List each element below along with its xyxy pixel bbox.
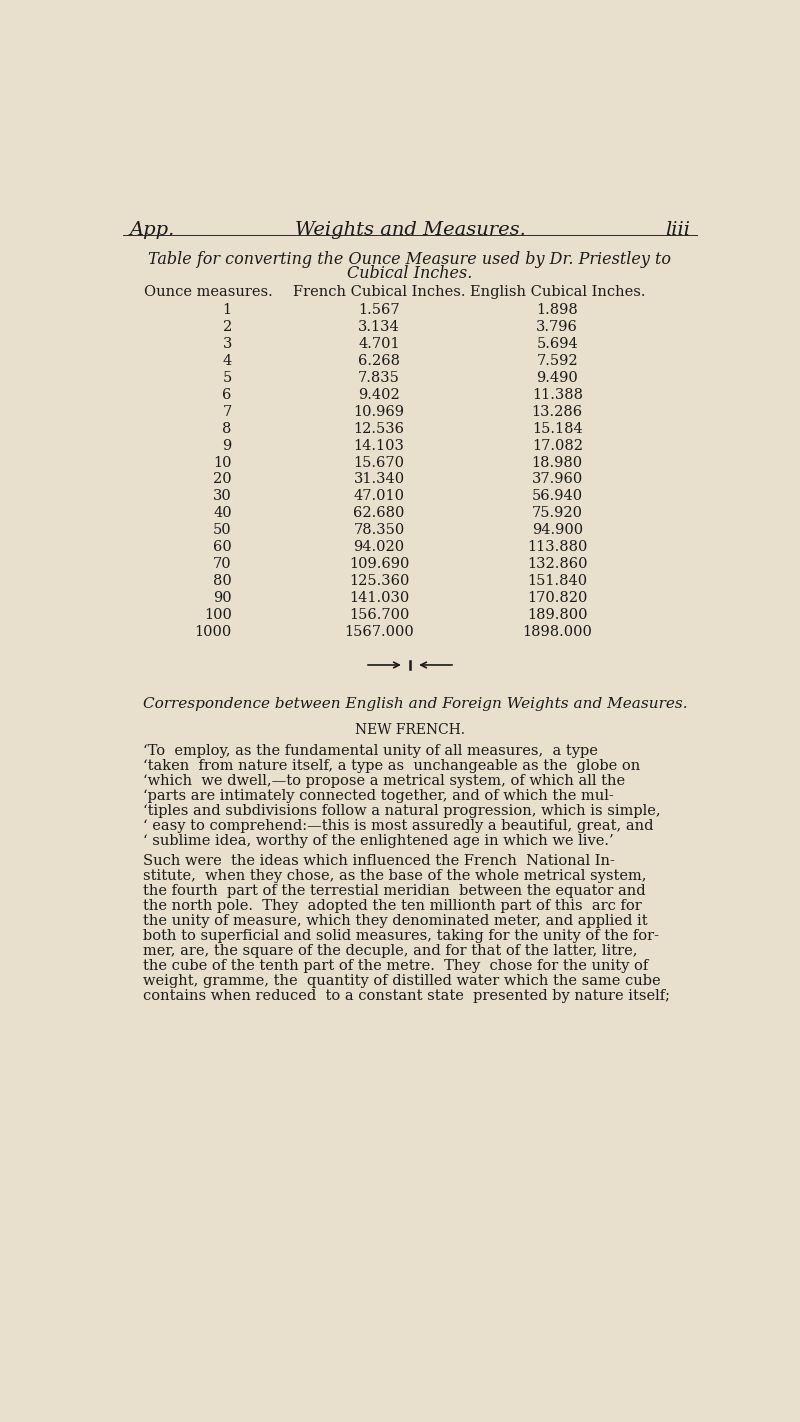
Text: 8: 8	[222, 422, 232, 435]
Text: 14.103: 14.103	[354, 438, 405, 452]
Text: 6: 6	[222, 388, 232, 402]
Text: 50: 50	[213, 523, 232, 538]
Text: the unity of measure, which they denominated meter, and applied it: the unity of measure, which they denomin…	[142, 914, 647, 929]
Text: 17.082: 17.082	[532, 438, 582, 452]
Text: 7.592: 7.592	[537, 354, 578, 368]
Text: 56.940: 56.940	[532, 489, 583, 503]
Text: 40: 40	[213, 506, 232, 520]
Text: 189.800: 189.800	[527, 609, 587, 621]
Text: 78.350: 78.350	[354, 523, 405, 538]
Text: French Cubical Inches.: French Cubical Inches.	[293, 284, 466, 299]
Text: ‘ easy to comprehend:—this is most assuredly a beautiful, great, and: ‘ easy to comprehend:—this is most assur…	[142, 819, 653, 833]
Text: 7.835: 7.835	[358, 371, 400, 385]
Text: 80: 80	[213, 574, 232, 589]
Text: 15.670: 15.670	[354, 455, 405, 469]
Text: 15.184: 15.184	[532, 422, 582, 435]
Text: App.: App.	[130, 220, 175, 239]
Text: the cube of the tenth part of the metre.  They  chose for the unity of: the cube of the tenth part of the metre.…	[142, 958, 648, 973]
Text: 70: 70	[213, 557, 232, 572]
Text: 1898.000: 1898.000	[522, 624, 592, 638]
Text: 60: 60	[213, 540, 232, 555]
Text: 109.690: 109.690	[349, 557, 409, 572]
Text: the north pole.  They  adopted the ten millionth part of this  arc for: the north pole. They adopted the ten mil…	[142, 899, 642, 913]
Text: the fourth  part of the terrestial meridian  between the equator and: the fourth part of the terrestial meridi…	[142, 884, 646, 899]
Text: 31.340: 31.340	[354, 472, 405, 486]
Text: 1: 1	[222, 303, 232, 317]
Text: Such were  the ideas which influenced the French  National In-: Such were the ideas which influenced the…	[142, 855, 614, 867]
Text: 1000: 1000	[194, 624, 232, 638]
Text: 90: 90	[213, 592, 232, 604]
Text: 5: 5	[222, 371, 232, 385]
Text: 170.820: 170.820	[527, 592, 587, 604]
Text: 20: 20	[213, 472, 232, 486]
Text: Correspondence between English and Foreign Weights and Measures.: Correspondence between English and Forei…	[142, 697, 687, 711]
Text: liii: liii	[666, 220, 690, 239]
Text: 10.969: 10.969	[354, 405, 405, 418]
Text: 7: 7	[222, 405, 232, 418]
Text: stitute,  when they chose, as the base of the whole metrical system,: stitute, when they chose, as the base of…	[142, 869, 646, 883]
Text: 3.796: 3.796	[536, 320, 578, 334]
Text: 2: 2	[222, 320, 232, 334]
Text: ‘parts are intimately connected together, and of which the mul-: ‘parts are intimately connected together…	[142, 789, 614, 803]
Text: 1.898: 1.898	[536, 303, 578, 317]
Text: 94.020: 94.020	[354, 540, 405, 555]
Text: 141.030: 141.030	[349, 592, 409, 604]
Text: 12.536: 12.536	[354, 422, 405, 435]
Text: 11.388: 11.388	[532, 388, 582, 402]
Text: 113.880: 113.880	[527, 540, 587, 555]
Text: 125.360: 125.360	[349, 574, 409, 589]
Text: 156.700: 156.700	[349, 609, 409, 621]
Text: Cubical Inches.: Cubical Inches.	[347, 266, 473, 283]
Text: contains when reduced  to a constant state  presented by nature itself;: contains when reduced to a constant stat…	[142, 990, 670, 1003]
Text: 151.840: 151.840	[527, 574, 587, 589]
Text: 3.134: 3.134	[358, 320, 400, 334]
Text: 75.920: 75.920	[532, 506, 582, 520]
Text: 9.402: 9.402	[358, 388, 400, 402]
Text: English Cubical Inches.: English Cubical Inches.	[470, 284, 645, 299]
Text: both to superficial and solid measures, taking for the unity of the for-: both to superficial and solid measures, …	[142, 929, 658, 943]
Text: ‘To  employ, as the fundamental unity of all measures,  a type: ‘To employ, as the fundamental unity of …	[142, 744, 598, 758]
Text: 4.701: 4.701	[358, 337, 400, 351]
Text: Ounce measures.: Ounce measures.	[144, 284, 273, 299]
Text: 94.900: 94.900	[532, 523, 583, 538]
Text: 4: 4	[222, 354, 232, 368]
Text: 6.268: 6.268	[358, 354, 400, 368]
Text: ‘tiples and subdivisions follow a natural progression, which is simple,: ‘tiples and subdivisions follow a natura…	[142, 805, 660, 818]
Text: 132.860: 132.860	[527, 557, 587, 572]
Text: 47.010: 47.010	[354, 489, 405, 503]
Text: 5.694: 5.694	[536, 337, 578, 351]
Text: Table for converting the Ounce Measure used by Dr. Priestley to: Table for converting the Ounce Measure u…	[149, 252, 671, 269]
Text: 10: 10	[214, 455, 232, 469]
Text: ‘ sublime idea, worthy of the enlightened age in which we live.’: ‘ sublime idea, worthy of the enlightene…	[142, 835, 614, 849]
Text: 62.680: 62.680	[354, 506, 405, 520]
Text: 9.490: 9.490	[536, 371, 578, 385]
Text: ‘which  we dwell,—to propose a metrical system, of which all the: ‘which we dwell,—to propose a metrical s…	[142, 775, 625, 788]
Text: 9: 9	[222, 438, 232, 452]
Text: 37.960: 37.960	[532, 472, 583, 486]
Text: 1.567: 1.567	[358, 303, 400, 317]
Text: Weights and Measures.: Weights and Measures.	[294, 220, 526, 239]
Text: NEW FRENCH.: NEW FRENCH.	[355, 722, 465, 737]
Text: 18.980: 18.980	[532, 455, 583, 469]
Text: weight, gramme, the  quantity of distilled water which the same cube: weight, gramme, the quantity of distille…	[142, 974, 660, 988]
Text: ‘taken  from nature itself, a type as  unchangeable as the  globe on: ‘taken from nature itself, a type as unc…	[142, 759, 640, 774]
Text: mer, are, the square of the decuple, and for that of the latter, litre,: mer, are, the square of the decuple, and…	[142, 944, 637, 958]
Text: 100: 100	[204, 609, 232, 621]
Text: 13.286: 13.286	[532, 405, 583, 418]
Text: 1567.000: 1567.000	[344, 624, 414, 638]
Text: 3: 3	[222, 337, 232, 351]
Text: 30: 30	[213, 489, 232, 503]
